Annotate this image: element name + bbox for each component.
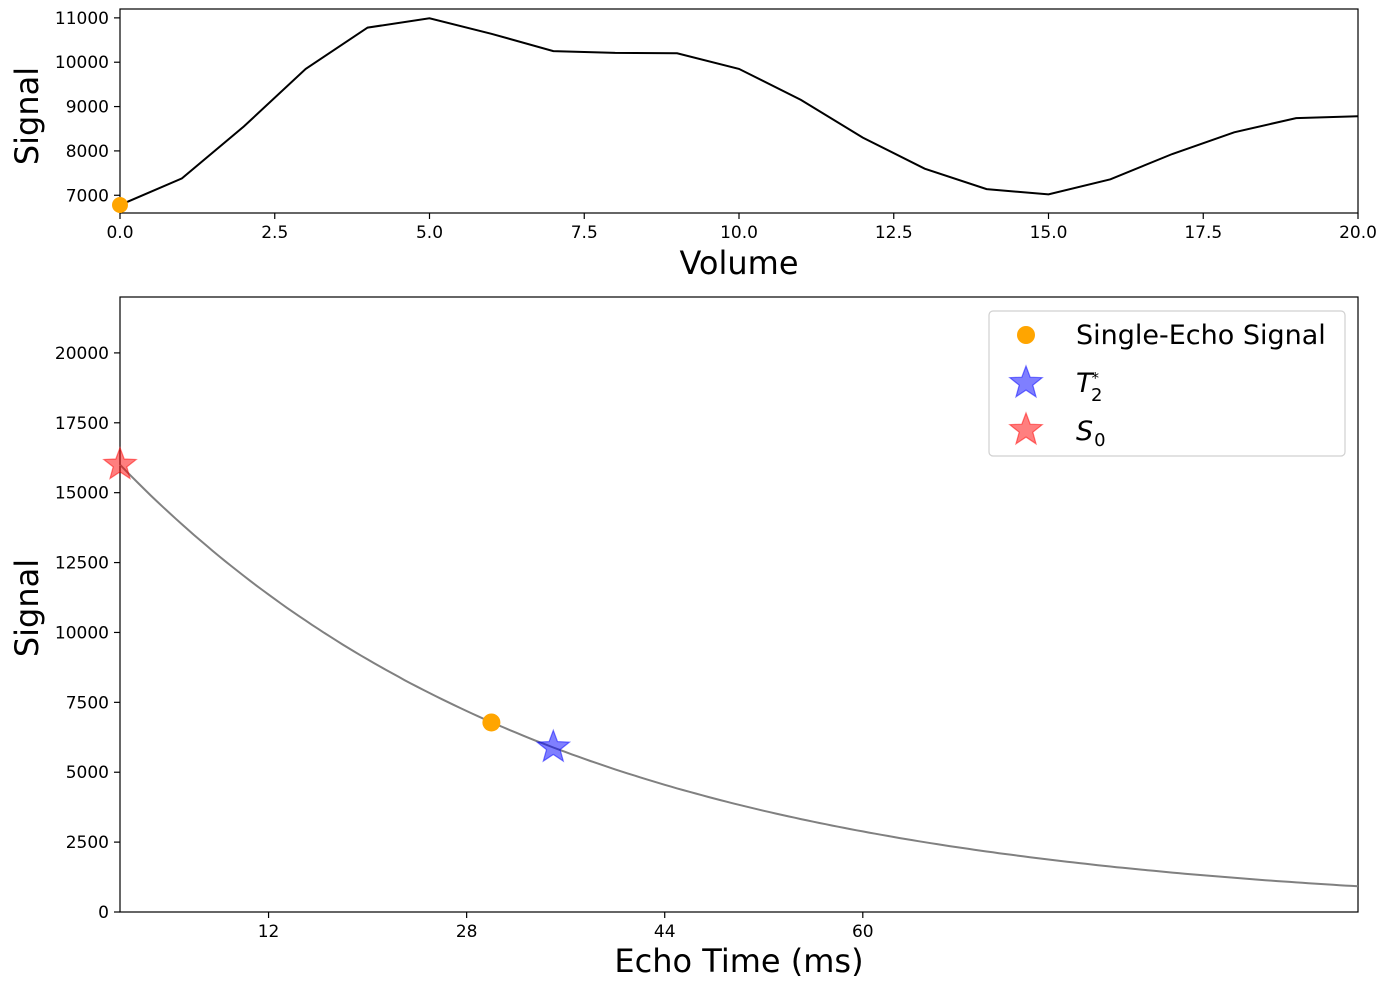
bottom-x-ticks: 12 28 44 60 <box>258 912 874 942</box>
bottom-x-tick-label: 12 <box>258 922 280 942</box>
volume-signal-chart: 0.0 2.5 5.0 7.5 10.0 12.5 15.0 17.5 20.0 7000 800… <box>8 8 1377 282</box>
legend-marker-single-echo <box>1017 326 1035 344</box>
echo-time-signal-chart: 12 28 44 60 0 2500 5000 7500 10000 12500 15000 175… <box>8 296 1359 980</box>
bottom-y-tick-label: 20000 <box>55 344 109 364</box>
top-y-tick-label: 11000 <box>55 9 109 29</box>
single-echo-point <box>482 713 501 732</box>
top-x-tick-label: 2.5 <box>261 223 288 243</box>
bottom-y-tick-label: 5000 <box>66 763 109 783</box>
top-x-axis-label: Volume <box>679 244 798 282</box>
bottom-y-tick-label: 0 <box>98 903 109 923</box>
top-y-tick-label: 8000 <box>66 142 109 162</box>
legend-marker-s0 <box>1008 411 1044 446</box>
bottom-y-ticks: 0 2500 5000 7500 10000 12500 15000 17500 20000 <box>55 344 120 923</box>
bottom-x-tick-label: 44 <box>654 922 676 942</box>
bottom-y-tick-label: 2500 <box>66 833 109 853</box>
top-y-axis-label: Signal <box>8 67 46 165</box>
bottom-x-axis-label: Echo Time (ms) <box>614 942 863 980</box>
top-x-tick-label: 15.0 <box>1030 223 1068 243</box>
top-current-volume-marker <box>112 197 128 214</box>
legend: Single-Echo Signal T* 2 S0 <box>988 310 1346 457</box>
legend-marker-t2star <box>1008 364 1044 399</box>
top-x-tick-label: 20.0 <box>1339 223 1377 243</box>
top-x-tick-label: 17.5 <box>1184 223 1222 243</box>
bottom-y-tick-label: 17500 <box>55 414 109 434</box>
bottom-points <box>102 445 572 763</box>
decay-curve-line <box>119 464 1359 888</box>
legend-label-single-echo: Single-Echo Signal <box>1076 320 1326 351</box>
s0-point <box>102 445 138 480</box>
bottom-y-axis-label: Signal <box>8 559 46 657</box>
bottom-y-tick-label: 10000 <box>55 623 109 643</box>
top-x-ticks: 0.0 2.5 5.0 7.5 10.0 12.5 15.0 17.5 20.0 <box>106 213 1377 243</box>
bottom-y-tick-label: 12500 <box>55 554 109 574</box>
t2star-point <box>535 728 572 763</box>
legend-label-s0: S0 <box>1076 416 1106 451</box>
top-y-tick-label: 9000 <box>66 98 109 118</box>
top-y-ticks: 7000 8000 9000 10000 11000 <box>55 9 120 206</box>
legend-box <box>988 310 1346 457</box>
top-x-tick-label: 5.0 <box>416 223 443 243</box>
top-y-tick-label: 7000 <box>66 186 109 206</box>
bottom-y-tick-label: 7500 <box>66 693 109 713</box>
top-x-tick-label: 0.0 <box>106 223 133 243</box>
bottom-x-tick-label: 60 <box>852 922 874 942</box>
top-x-tick-label: 10.0 <box>720 223 758 243</box>
legend-label-t2star: T* 2 <box>1076 368 1102 406</box>
top-signal-series-line <box>119 17 1359 206</box>
top-y-tick-label: 10000 <box>55 53 109 73</box>
top-plot-frame <box>119 8 1359 214</box>
bottom-y-tick-label: 15000 <box>55 484 109 504</box>
top-x-tick-label: 12.5 <box>875 223 913 243</box>
top-x-tick-label: 7.5 <box>571 223 598 243</box>
bottom-x-tick-label: 28 <box>456 922 478 942</box>
